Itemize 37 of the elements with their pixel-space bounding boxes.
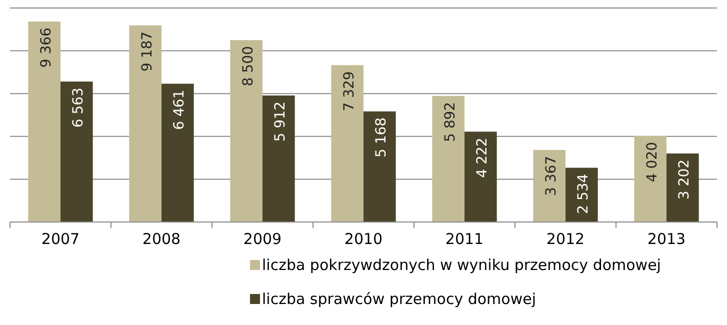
data-label: 9 366 <box>38 27 54 68</box>
data-label: 5 912 <box>272 101 289 142</box>
data-label: 9 187 <box>139 31 156 72</box>
data-label: 4 222 <box>474 138 491 178</box>
bar <box>464 132 497 222</box>
legend-label: liczba sprawców przemocy domowej <box>262 290 536 308</box>
bar <box>634 136 666 222</box>
bar <box>331 65 364 222</box>
x-tick-label: 2013 <box>647 230 686 248</box>
x-tick-label: 2010 <box>344 230 383 248</box>
bar <box>162 84 194 222</box>
data-label: 3 367 <box>543 156 560 196</box>
bar <box>28 22 60 222</box>
bar <box>432 96 464 222</box>
x-tick-label: 2011 <box>445 230 484 248</box>
x-tick-label: 2007 <box>41 230 80 248</box>
bar <box>364 111 396 222</box>
data-label: 6 563 <box>70 88 87 128</box>
legend-label: liczba pokrzywdzonych w wyniku przemocy domowej <box>262 256 661 274</box>
x-tick-label: 2009 <box>243 230 282 248</box>
x-tick-label: 2008 <box>142 230 181 248</box>
data-label: 8 500 <box>240 46 256 86</box>
bar <box>230 40 262 222</box>
data-label: 6 461 <box>172 90 188 130</box>
data-label: 7 329 <box>341 71 358 112</box>
data-label: 4 020 <box>644 142 660 182</box>
data-label: 5 168 <box>374 117 390 158</box>
bar <box>60 82 93 222</box>
data-label: 3 202 <box>676 159 693 200</box>
bar <box>533 150 566 222</box>
data-label: 5 892 <box>442 102 458 142</box>
x-tick-label: 2012 <box>546 230 585 248</box>
bar <box>129 25 162 222</box>
bar <box>566 168 598 222</box>
data-label: 2 534 <box>576 174 592 214</box>
bar <box>666 153 699 222</box>
bar <box>262 95 295 222</box>
